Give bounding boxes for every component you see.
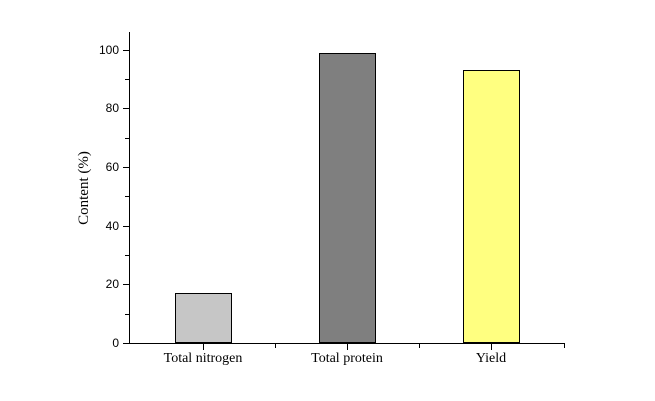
x-major-tick (491, 344, 492, 350)
y-major-tick (123, 284, 129, 285)
y-tick-label: 60 (105, 160, 119, 174)
x-category-label: Total protein (311, 351, 383, 366)
y-major-tick (123, 343, 129, 344)
y-tick-label: 0 (112, 336, 119, 350)
y-axis-title: Content (%) (76, 151, 92, 225)
y-tick-label: 80 (105, 101, 119, 115)
x-minor-tick (564, 344, 565, 348)
y-major-tick (123, 167, 129, 168)
y-minor-tick (125, 79, 129, 80)
y-minor-tick (125, 196, 129, 197)
x-category-label: Total nitrogen (163, 351, 243, 366)
x-major-tick (203, 344, 204, 350)
bar-yield (463, 70, 520, 343)
x-major-tick (347, 344, 348, 350)
y-major-tick (123, 50, 129, 51)
y-tick-label: 20 (105, 277, 119, 291)
y-tick-label: 40 (105, 219, 119, 233)
y-major-tick (123, 226, 129, 227)
bar-total-protein (319, 53, 376, 343)
y-axis-line (129, 32, 130, 344)
y-major-tick (123, 108, 129, 109)
y-minor-tick (125, 314, 129, 315)
x-axis-line (129, 343, 565, 344)
x-category-label: Yield (475, 351, 507, 366)
y-minor-tick (125, 255, 129, 256)
x-minor-tick (275, 344, 276, 348)
bar-total-nitrogen (175, 293, 232, 343)
y-minor-tick (125, 138, 129, 139)
x-minor-tick (419, 344, 420, 348)
y-tick-label: 100 (98, 43, 119, 57)
